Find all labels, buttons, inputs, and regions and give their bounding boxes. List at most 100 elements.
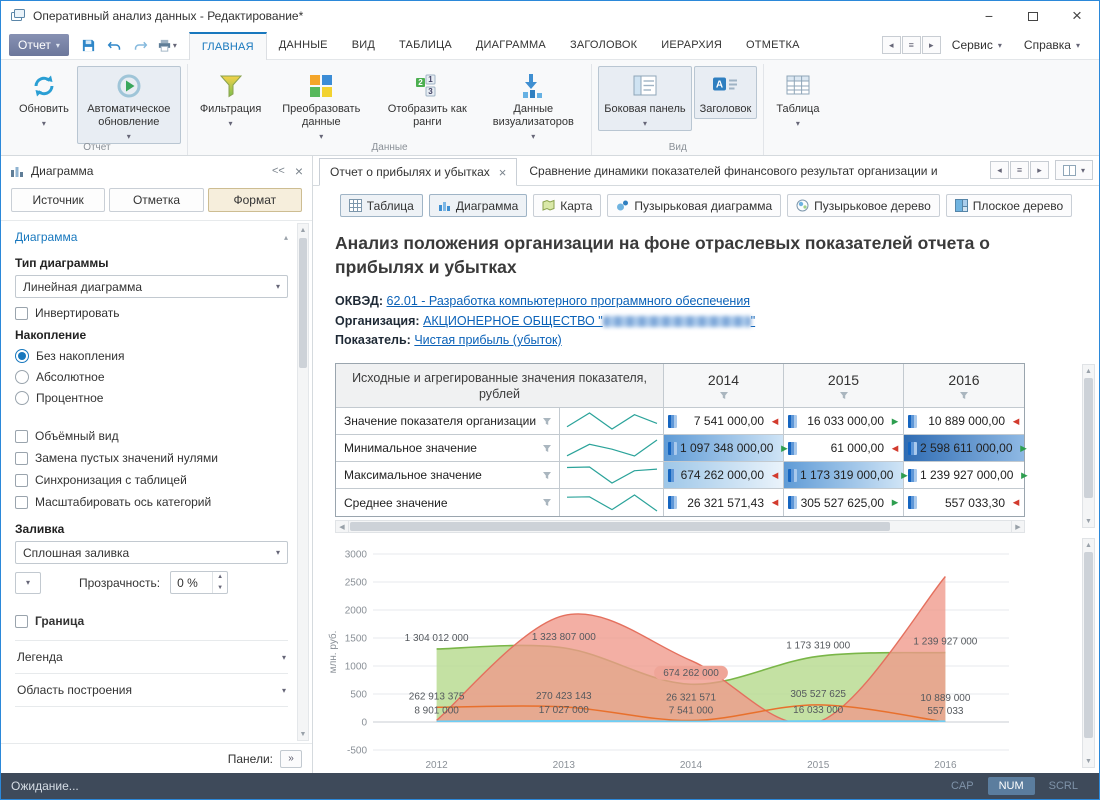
doc-tab-profit-loss[interactable]: Отчет о прибылях и убытках × xyxy=(319,158,518,186)
ribbon-tab-dannye[interactable]: ДАННЫЕ xyxy=(278,39,328,51)
volume-view-checkbox[interactable]: Объёмный вид xyxy=(15,429,288,443)
tab-scroll-left-icon[interactable]: ◂ xyxy=(989,161,1009,179)
transform-data-button[interactable]: Преобразовать данные ▾ xyxy=(269,66,373,144)
organization-link[interactable]: АКЦИОНЕРНОЕ ОБЩЕСТВО " " xyxy=(423,314,755,328)
panel-tabs: Источник Отметка Формат xyxy=(1,186,312,220)
border-checkbox[interactable]: Граница xyxy=(15,614,288,628)
layout-select-button[interactable]: ▾ xyxy=(1054,160,1093,180)
sync-table-checkbox[interactable]: Синхронизация с таблицей xyxy=(15,473,288,487)
replace-empty-checkbox[interactable]: Замена пустых значений нулями xyxy=(15,451,288,465)
redo-button[interactable] xyxy=(129,34,153,56)
tab-mark[interactable]: Отметка xyxy=(109,188,204,212)
panel-scrollbar[interactable]: ▲ ▼ xyxy=(297,223,309,741)
scroll-up-icon[interactable]: ▲ xyxy=(1085,541,1092,549)
viz-chart-button[interactable]: Диаграмма xyxy=(428,194,528,217)
side-panel-button[interactable]: Боковая панель ▾ xyxy=(598,66,692,132)
scroll-right-icon[interactable]: ▶ xyxy=(1011,521,1024,533)
filter-funnel-icon[interactable] xyxy=(542,498,552,507)
filter-button[interactable]: Фильтрация ▾ xyxy=(194,66,267,131)
scrollbar-thumb[interactable] xyxy=(1084,378,1093,498)
scale-axis-checkbox[interactable]: Масштабировать ось категорий xyxy=(15,495,288,509)
tab-list-icon[interactable]: ≡ xyxy=(1009,161,1029,179)
radio-absolute[interactable]: Абсолютное xyxy=(15,370,288,384)
ribbon-tab-vid[interactable]: ВИД xyxy=(351,39,375,51)
scroll-right-icon[interactable]: ▸ xyxy=(921,36,941,54)
file-menu-button[interactable]: Отчет ▾ xyxy=(9,34,69,56)
ribbon-tab-zagolovok[interactable]: ЗАГОЛОВОК xyxy=(569,39,638,51)
filter-funnel-icon[interactable] xyxy=(542,471,552,480)
visualizer-data-button[interactable]: Данные визуализаторов ▾ xyxy=(481,66,585,144)
viz-bubble-tree-button[interactable]: Пузырьковое дерево xyxy=(787,194,940,217)
viz-map-button[interactable]: Карта xyxy=(533,194,602,217)
tab-source[interactable]: Источник xyxy=(11,188,106,212)
scrollbar-thumb[interactable] xyxy=(1084,552,1093,738)
service-menu[interactable]: Сервис ▾ xyxy=(941,38,1013,52)
table-button[interactable]: Таблица ▾ xyxy=(770,66,825,131)
scroll-down-icon[interactable]: ▼ xyxy=(1085,757,1092,765)
tab-format[interactable]: Формат xyxy=(207,188,302,212)
close-panel-button[interactable]: × xyxy=(294,163,303,179)
spinner-up-icon[interactable]: ▲ xyxy=(217,574,224,581)
filter-funnel-icon[interactable] xyxy=(542,444,552,453)
fill-color-button[interactable]: ▾ xyxy=(15,571,41,594)
scrollbar-thumb[interactable] xyxy=(299,238,307,368)
viz-table-button[interactable]: Таблица xyxy=(339,194,423,217)
viz-flat-tree-button[interactable]: Плоское дерево xyxy=(945,194,1073,217)
filter-funnel-icon[interactable] xyxy=(959,391,969,400)
scroll-down-icon[interactable]: ▼ xyxy=(1085,517,1092,525)
ribbon-tab-otmetka[interactable]: ОТМЕТКА xyxy=(746,39,800,51)
section-chart-header[interactable]: Диаграмма ▴ xyxy=(15,221,288,249)
year-header-2016: 2016 xyxy=(904,364,1024,409)
table-horizontal-scrollbar[interactable]: ◀ ▶ xyxy=(335,520,1025,534)
radio-percent[interactable]: Процентное xyxy=(15,391,288,405)
panels-expand-button[interactable]: » xyxy=(280,749,302,768)
scrollbar-thumb[interactable] xyxy=(350,522,890,532)
save-button[interactable] xyxy=(77,34,101,56)
button-label: Преобразовать данные xyxy=(282,103,361,128)
auto-refresh-button[interactable]: Автоматическое обновление ▾ xyxy=(76,66,181,145)
section-plotarea-header[interactable]: Область построения ▾ xyxy=(15,674,288,707)
okved-link[interactable]: 62.01 - Разработка компьютерного програм… xyxy=(386,294,751,309)
section-legend-header[interactable]: Легенда ▾ xyxy=(15,641,288,674)
fill-type-select[interactable]: Сплошная заливка ▾ xyxy=(15,541,288,564)
undo-button[interactable] xyxy=(103,34,127,56)
print-button[interactable]: ▾ xyxy=(155,34,179,56)
document-tab-bar: Отчет о прибылях и убытках × Сравнение д… xyxy=(313,156,1099,186)
filter-funnel-icon[interactable] xyxy=(719,391,729,400)
viz-button-label: Карта xyxy=(560,198,593,213)
table-vertical-scrollbar[interactable]: ▲ ▼ xyxy=(1082,364,1095,528)
close-button[interactable]: × xyxy=(1072,6,1082,25)
ribbon-tabs: ГЛАВНАЯ ДАННЫЕ ВИД ТАБЛИЦА ДИАГРАММА ЗАГ… xyxy=(188,31,812,60)
close-tab-icon[interactable]: × xyxy=(498,164,507,180)
radio-no-stacking[interactable]: Без накопления xyxy=(15,349,288,363)
svg-text:17 027 000: 17 027 000 xyxy=(539,705,589,716)
doc-tab-comparison[interactable]: Сравнение динамики показателей финансово… xyxy=(519,157,939,185)
tab-list-icon[interactable]: ≡ xyxy=(901,36,921,54)
spinner-down-icon[interactable]: ▼ xyxy=(217,584,224,591)
viz-bubble-chart-button[interactable]: Пузырьковая диаграмма xyxy=(607,194,782,217)
filter-funnel-icon[interactable] xyxy=(542,417,552,426)
invert-checkbox[interactable]: Инвертировать xyxy=(15,306,288,320)
ribbon-tab-ierarhiya[interactable]: ИЕРАРХИЯ xyxy=(661,39,723,51)
collapse-panel-button[interactable]: << xyxy=(271,165,285,177)
tab-scroll-right-icon[interactable]: ▸ xyxy=(1029,161,1049,179)
help-menu[interactable]: Справка ▾ xyxy=(1013,38,1091,52)
ribbon-tab-diagramma[interactable]: ДИАГРАММА xyxy=(475,39,546,51)
indicator-link[interactable]: Чистая прибыль (убыток) xyxy=(414,333,562,347)
scroll-up-icon[interactable]: ▲ xyxy=(1085,367,1092,375)
filter-funnel-icon[interactable] xyxy=(839,391,849,400)
ribbon-tab-tablica[interactable]: ТАБЛИЦА xyxy=(398,39,452,51)
chart-type-select[interactable]: Линейная диаграмма ▾ xyxy=(15,275,288,298)
scroll-up-icon[interactable]: ▲ xyxy=(299,226,307,234)
scroll-left-icon[interactable]: ◂ xyxy=(881,36,901,54)
minimize-button[interactable]: − xyxy=(984,8,994,24)
maximize-button[interactable] xyxy=(1011,1,1055,31)
refresh-button[interactable]: Обновить ▾ xyxy=(13,66,75,131)
ribbon-tab-glavnaya[interactable]: ГЛАВНАЯ xyxy=(188,32,267,60)
scroll-down-icon[interactable]: ▼ xyxy=(299,730,307,738)
chart-vertical-scrollbar[interactable]: ▲ ▼ xyxy=(1082,538,1095,768)
opacity-spinner[interactable]: 0 % ▲ ▼ xyxy=(170,571,229,594)
scroll-left-icon[interactable]: ◀ xyxy=(336,521,349,533)
header-button[interactable]: A Заголовок xyxy=(693,66,758,119)
